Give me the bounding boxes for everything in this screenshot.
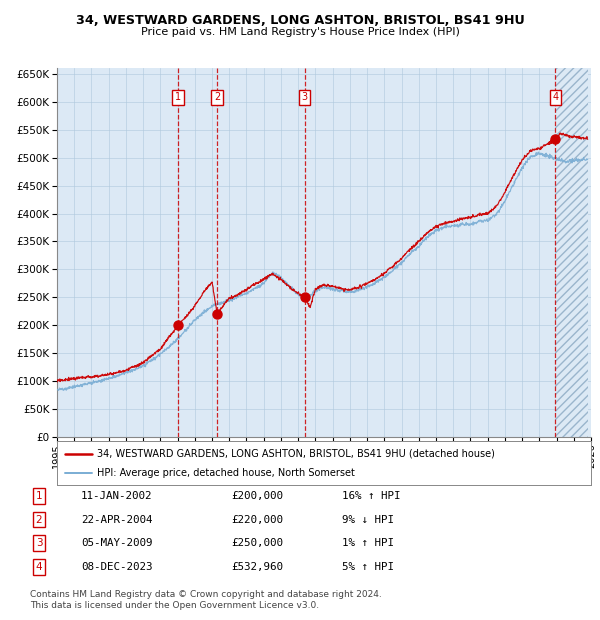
- Text: £532,960: £532,960: [231, 562, 283, 572]
- Text: 34, WESTWARD GARDENS, LONG ASHTON, BRISTOL, BS41 9HU: 34, WESTWARD GARDENS, LONG ASHTON, BRIST…: [76, 14, 524, 27]
- Text: 9% ↓ HPI: 9% ↓ HPI: [342, 515, 394, 525]
- Text: Contains HM Land Registry data © Crown copyright and database right 2024.: Contains HM Land Registry data © Crown c…: [30, 590, 382, 600]
- Text: 4: 4: [35, 562, 43, 572]
- Text: 5% ↑ HPI: 5% ↑ HPI: [342, 562, 394, 572]
- Text: HPI: Average price, detached house, North Somerset: HPI: Average price, detached house, Nort…: [97, 467, 355, 477]
- Text: 22-APR-2004: 22-APR-2004: [81, 515, 152, 525]
- Text: £200,000: £200,000: [231, 491, 283, 501]
- Text: 4: 4: [552, 92, 559, 102]
- Text: 16% ↑ HPI: 16% ↑ HPI: [342, 491, 401, 501]
- Text: This data is licensed under the Open Government Licence v3.0.: This data is licensed under the Open Gov…: [30, 601, 319, 611]
- Text: 1: 1: [35, 491, 43, 501]
- Text: 3: 3: [301, 92, 308, 102]
- Text: 1: 1: [175, 92, 181, 102]
- Text: 3: 3: [35, 538, 43, 548]
- Text: 08-DEC-2023: 08-DEC-2023: [81, 562, 152, 572]
- Text: 11-JAN-2002: 11-JAN-2002: [81, 491, 152, 501]
- Text: 2: 2: [214, 92, 220, 102]
- Text: £250,000: £250,000: [231, 538, 283, 548]
- Text: 2: 2: [35, 515, 43, 525]
- Text: 05-MAY-2009: 05-MAY-2009: [81, 538, 152, 548]
- Text: Price paid vs. HM Land Registry's House Price Index (HPI): Price paid vs. HM Land Registry's House …: [140, 27, 460, 37]
- Text: 34, WESTWARD GARDENS, LONG ASHTON, BRISTOL, BS41 9HU (detached house): 34, WESTWARD GARDENS, LONG ASHTON, BRIST…: [97, 449, 495, 459]
- Text: 1% ↑ HPI: 1% ↑ HPI: [342, 538, 394, 548]
- Text: £220,000: £220,000: [231, 515, 283, 525]
